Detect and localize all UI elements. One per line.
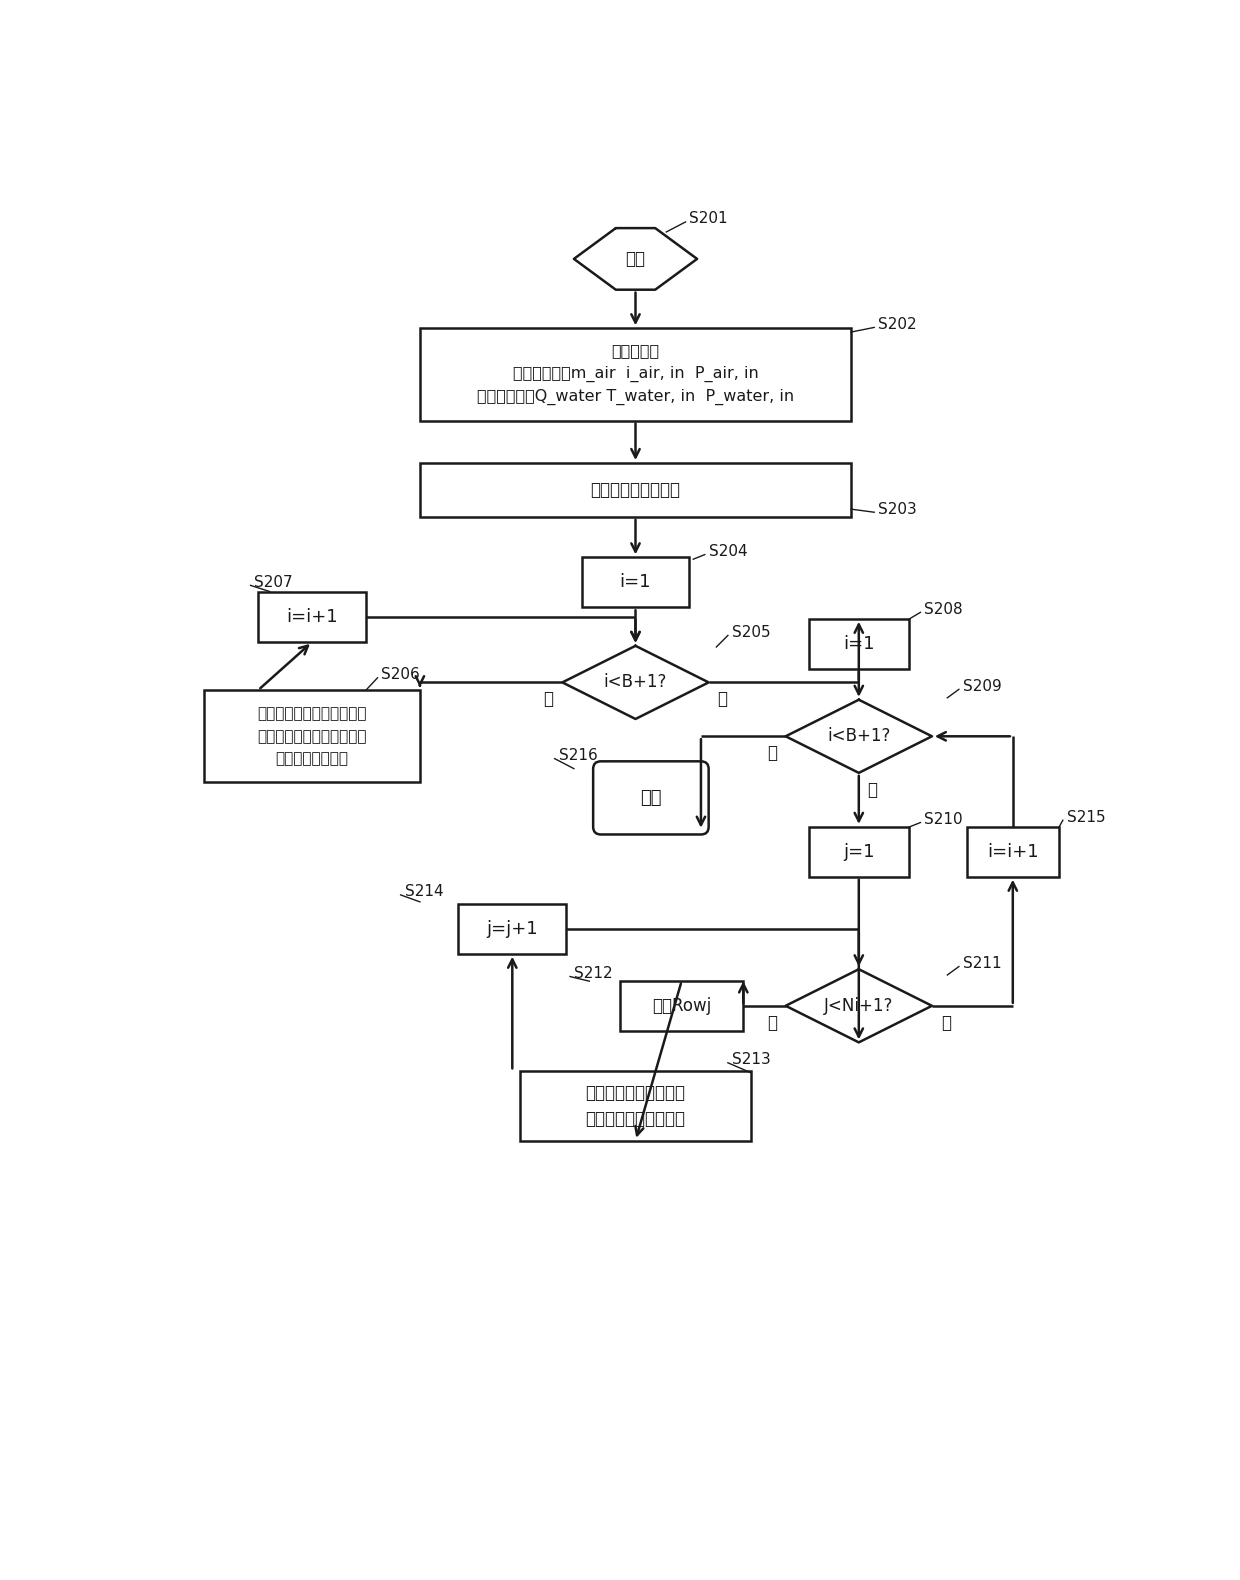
Text: S206: S206 [382,667,420,683]
Polygon shape [563,646,708,719]
Text: S204: S204 [708,544,748,559]
Text: S211: S211 [962,956,1002,972]
Text: J<Ni+1?: J<Ni+1? [825,997,894,1014]
Bar [258,592,366,641]
Bar [582,558,689,607]
Text: S208: S208 [924,602,963,616]
Bar [205,690,420,782]
Text: 结束: 结束 [640,788,662,807]
Text: 是: 是 [766,1014,776,1032]
Text: 否: 否 [718,690,728,708]
Text: i=i+1: i=i+1 [987,842,1039,861]
Polygon shape [786,700,932,773]
Text: S201: S201 [689,212,728,226]
Text: 求解Rowj: 求解Rowj [652,997,712,1014]
Text: j=j+1: j=j+1 [486,920,538,939]
Text: i=1: i=1 [620,574,651,591]
Bar [459,904,567,954]
Text: i=1: i=1 [843,635,874,653]
Text: S203: S203 [878,502,916,517]
Text: 否: 否 [941,1014,951,1032]
Text: S215: S215 [1066,809,1105,825]
Text: S205: S205 [732,624,770,640]
Polygon shape [574,228,697,289]
Text: 读入换热管组的数量: 读入换热管组的数量 [590,480,681,499]
Text: 前排管束的输出参数作
为后排管束的输入参数: 前排管束的输出参数作 为后排管束的输入参数 [585,1084,686,1128]
Polygon shape [786,969,932,1043]
Bar [520,1071,751,1141]
Text: i<B+1?: i<B+1? [604,673,667,692]
Text: S214: S214 [404,885,443,899]
Bar [620,981,743,1030]
Text: i=i+1: i=i+1 [286,608,339,626]
Text: i<B+1?: i<B+1? [827,727,890,746]
Text: S209: S209 [962,679,1002,694]
Text: S210: S210 [924,812,963,826]
Text: 参数输入：
热流体参数：m_air  i_air, in  P_air, in
冷流体参数：Q_water T_water, in  P_water, in: 参数输入： 热流体参数：m_air i_air, in P_air, in 冷流… [477,343,794,406]
Text: j=1: j=1 [843,842,874,861]
Text: 是: 是 [868,781,878,799]
Text: 开始: 开始 [625,250,646,269]
Bar [967,826,1059,877]
Text: S202: S202 [878,318,916,332]
Text: 否: 否 [766,744,776,762]
Text: S212: S212 [574,965,613,981]
Bar [420,463,851,517]
Bar [808,619,909,668]
Text: S213: S213 [732,1052,770,1066]
Bar [420,329,851,420]
FancyBboxPatch shape [593,762,708,834]
Text: S216: S216 [558,747,598,763]
Text: S207: S207 [254,575,293,589]
Text: 是: 是 [543,690,553,708]
Bar [808,826,909,877]
Text: 读入换热管组中管束的排数
换热管组中管束的几何参数
管束材料物性参数: 读入换热管组中管束的排数 换热管组中管束的几何参数 管束材料物性参数 [258,706,367,766]
